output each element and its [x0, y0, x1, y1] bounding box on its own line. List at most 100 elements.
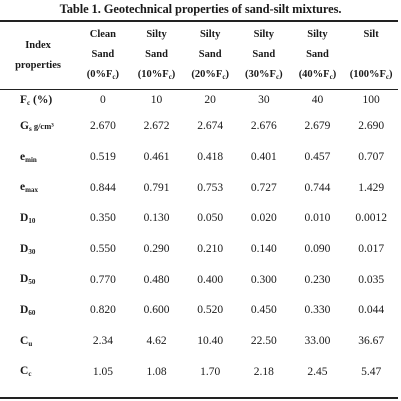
- value-cell: 0.035: [358, 273, 385, 286]
- value-cell: 0.044: [358, 304, 385, 317]
- column-header: Silty Sand (40%Fc): [291, 22, 345, 89]
- value-cell: 0.300: [250, 273, 277, 286]
- property-label: Gs g/cm³: [0, 111, 76, 142]
- index-properties-header: Index properties: [0, 22, 76, 89]
- value-cell: 0.050: [197, 212, 224, 225]
- value-cell: 0.210: [197, 243, 224, 256]
- property-subscript: 50: [28, 278, 36, 287]
- column-header-line1: Silty: [146, 28, 167, 40]
- property-symbol: F: [20, 93, 28, 106]
- property-label: Cu: [0, 326, 76, 357]
- top-rule: [0, 20, 398, 22]
- value-cell: 10.40: [197, 335, 224, 348]
- property-label: D60: [0, 295, 76, 326]
- column-header: Silty Sand (20%Fc): [183, 22, 237, 89]
- property-label: Fc (%): [0, 89, 76, 111]
- fines-close: ): [389, 68, 393, 80]
- table-row: Gs g/cm³ 2.670 2.672 2.674 2.676 2.679 2.690: [0, 111, 398, 142]
- value-cell: 2.670: [89, 120, 116, 133]
- column-header: Silty Sand (10%Fc): [130, 22, 184, 89]
- value-cell: 5.47: [361, 365, 382, 378]
- value-cell: 0.753: [197, 181, 224, 194]
- property-symbol: C: [20, 365, 29, 378]
- value-cell: 0.707: [358, 151, 385, 164]
- fines-subscript: c: [222, 72, 226, 81]
- value-cell: 1.70: [200, 365, 221, 378]
- column-header-line1: Clean: [89, 28, 117, 40]
- property-subscript: u: [28, 339, 33, 348]
- property-subscript: c: [28, 370, 32, 379]
- fines-close: ): [171, 68, 176, 80]
- fines-subscript: c: [385, 72, 390, 81]
- column-header-fines: (0%Fc): [76, 65, 130, 87]
- value-cell: 0: [100, 94, 106, 106]
- property-subscript: 10: [28, 216, 36, 225]
- value-cell: 0.844: [89, 181, 116, 194]
- value-cell: 1.05: [92, 365, 113, 378]
- property-label: Cc: [0, 357, 76, 388]
- table-row: emax 0.844 0.791 0.753 0.727 0.744 1.429: [0, 172, 398, 203]
- value-cell: 2.45: [307, 365, 328, 378]
- value-cell: 0.290: [143, 243, 170, 256]
- fines-close: ): [332, 68, 337, 80]
- value-cell: 2.674: [197, 120, 224, 133]
- fines-subscript: c: [329, 72, 333, 81]
- fines-percent: (10%F: [137, 68, 169, 80]
- table-row: Cu 2.34 4.62 10.40 22.50 33.00 36.67: [0, 326, 398, 357]
- value-cell: 4.62: [146, 335, 167, 348]
- value-cell: 0.461: [143, 151, 170, 164]
- value-cell: 0.0012: [355, 212, 387, 225]
- value-cell: 2.34: [92, 335, 113, 348]
- value-cell: 36.67: [358, 335, 385, 348]
- value-cell: 0.400: [197, 273, 224, 286]
- column-header-line1: Silty: [199, 28, 221, 40]
- property-label: emax: [0, 172, 76, 203]
- property-subscript: c: [27, 98, 31, 107]
- column-header-fines: (20%Fc): [183, 65, 237, 87]
- column-header: Silty Sand (30%Fc): [237, 22, 291, 89]
- table-row: D60 0.820 0.600 0.520 0.450 0.330 0.044: [0, 295, 398, 326]
- properties-table: Index properties Clean Sand (0%Fc) Silty San…: [0, 22, 398, 387]
- value-cell: 1.08: [146, 365, 167, 378]
- column-header-fines: (30%Fc): [237, 65, 291, 87]
- column-header-line2: [344, 45, 398, 65]
- index-header-line2: properties: [15, 59, 61, 71]
- value-cell: 0.017: [358, 243, 385, 256]
- property-symbol: C: [20, 334, 29, 347]
- header-rule: [0, 89, 398, 90]
- value-cell: 2.690: [358, 120, 385, 133]
- value-cell: 0.550: [89, 243, 116, 256]
- value-cell: 0.010: [304, 212, 331, 225]
- value-cell: 10: [150, 94, 163, 106]
- column-header-fines: (10%Fc): [130, 65, 184, 87]
- property-unit: g/cm³: [31, 120, 54, 131]
- property-symbol: D: [20, 303, 29, 316]
- value-cell: 0.520: [197, 304, 224, 317]
- table-row: D10 0.350 0.130 0.050 0.020 0.010 0.0012: [0, 203, 398, 234]
- column-header-line2: Sand: [198, 48, 222, 60]
- value-cell: 0.480: [143, 273, 170, 286]
- column-header-line1: Silty: [253, 28, 275, 40]
- value-cell: 0.727: [250, 181, 277, 194]
- property-label: D10: [0, 203, 76, 234]
- table-caption: Table 1. Geotechnical properties of sand…: [59, 2, 342, 16]
- fines-subscript: c: [275, 72, 280, 81]
- property-subscript: 30: [28, 247, 36, 256]
- table-row: D50 0.770 0.480 0.400 0.300 0.230 0.035: [0, 264, 398, 295]
- property-label: D50: [0, 264, 76, 295]
- value-cell: 0.820: [89, 304, 116, 317]
- bottom-rule: [0, 397, 398, 399]
- property-symbol: G: [20, 119, 29, 132]
- fines-close: ): [225, 68, 229, 80]
- column-header-fines: (40%Fc): [291, 65, 345, 87]
- column-header-line1: Silt: [363, 28, 379, 40]
- table-row: D30 0.550 0.290 0.210 0.140 0.090 0.017: [0, 234, 398, 265]
- value-cell: 40: [311, 94, 324, 106]
- column-header-line2: Sand: [252, 48, 276, 60]
- value-cell: 0.020: [250, 212, 277, 225]
- column-header-line2: Sand: [306, 48, 329, 60]
- value-cell: 1.429: [358, 181, 385, 194]
- fines-percent: (0%F: [86, 68, 113, 80]
- property-unit: (%): [30, 93, 53, 106]
- table-body: Fc (%) 0 10 20 30 40 100 Gs g/cm³ 2.670 2.672 2.67…: [0, 89, 398, 387]
